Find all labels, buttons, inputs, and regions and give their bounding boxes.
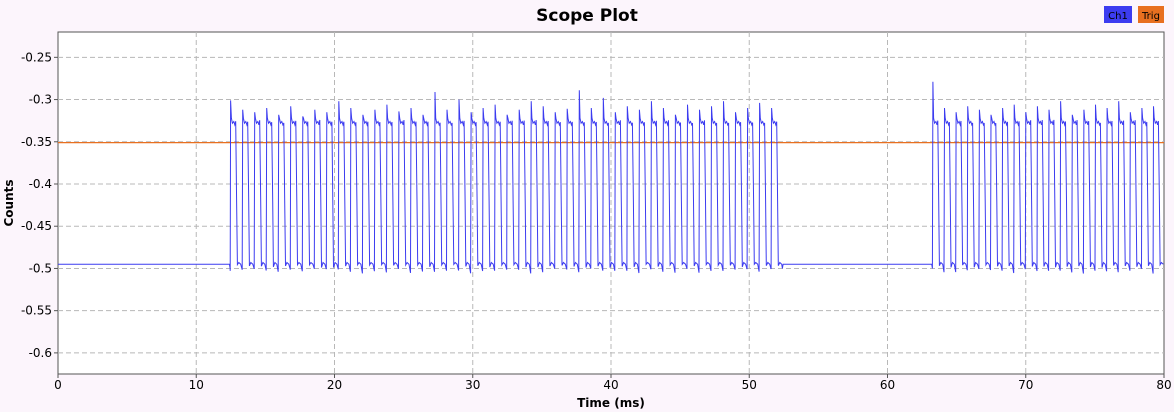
x-tick-label: 50 (742, 378, 757, 392)
x-tick-label: 0 (54, 378, 62, 392)
legend-swatch (1104, 6, 1132, 23)
x-axis-label: Time (ms) (577, 396, 645, 410)
legend-swatch (1138, 6, 1164, 23)
legend-label: Ch1 (1108, 11, 1128, 22)
series-ch1-line (58, 81, 1164, 274)
ticks: 0 10 20 30 40 50 60 70 80 -0.25 -0.3 -0.35 -0.4 -0.45… (21, 50, 1172, 392)
y-tick-label: -0.25 (21, 50, 52, 64)
x-tick-label: 80 (1156, 378, 1171, 392)
x-tick-label: 20 (327, 378, 342, 392)
y-tick-label: -0.4 (29, 177, 52, 191)
y-tick-label: -0.45 (21, 219, 52, 233)
x-tick-label: 10 (189, 378, 204, 392)
series-layer (58, 81, 1164, 274)
x-tick-label: 40 (603, 378, 618, 392)
y-tick-label: -0.6 (29, 346, 52, 360)
legend-label: Trig (1141, 11, 1160, 22)
chart-title: Scope Plot (536, 6, 638, 26)
legend: Ch1 Trig (1104, 6, 1164, 23)
x-tick-label: 30 (465, 378, 480, 392)
y-axis-label: Counts (2, 179, 16, 226)
y-tick-label: -0.55 (21, 304, 52, 318)
x-tick-label: 70 (1018, 378, 1033, 392)
y-tick-label: -0.35 (21, 135, 52, 149)
y-tick-label: -0.3 (29, 93, 52, 107)
x-tick-label: 60 (880, 378, 895, 392)
y-tick-label: -0.5 (29, 261, 52, 275)
